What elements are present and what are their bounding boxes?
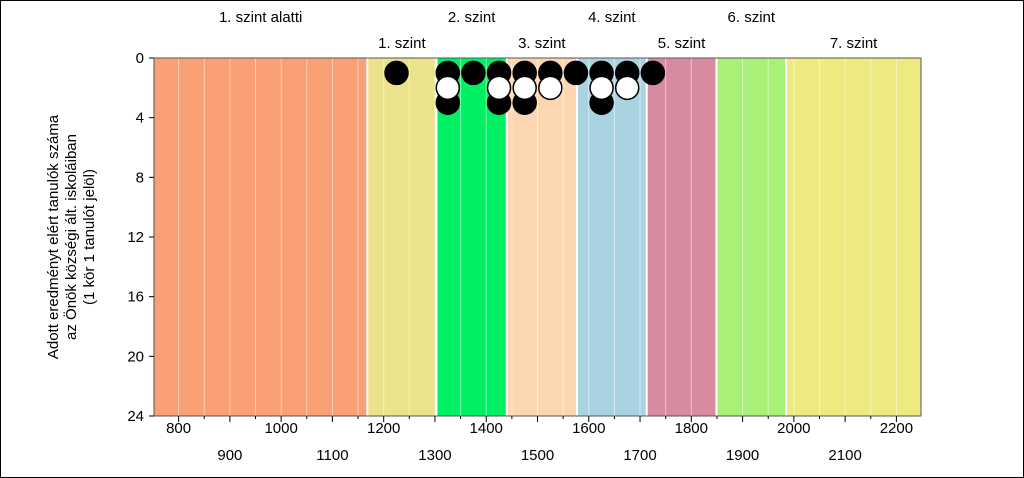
y-tick-label: 8	[136, 169, 144, 186]
x-tick-label: 1700	[623, 447, 656, 464]
student-marker-filled	[461, 60, 486, 86]
student-marker-filled	[563, 60, 589, 86]
x-tick-label: 1300	[418, 447, 451, 464]
level-band	[646, 58, 717, 416]
level-band	[576, 58, 647, 416]
y-axis-label-line: Adott eredményt elért tanulók száma	[45, 114, 62, 359]
x-tick-label: 2100	[828, 447, 861, 464]
x-tick-label: 900	[217, 447, 242, 464]
y-tick-label: 16	[127, 289, 144, 306]
x-axis: 800 1000 1200 1400 1600 1800 2000 2200 900 1100 13…	[166, 416, 913, 464]
level-band	[506, 58, 577, 416]
level-band	[436, 58, 507, 416]
level-band	[154, 58, 368, 416]
data-points	[384, 60, 666, 115]
x-tick-label: 1100	[316, 447, 348, 464]
student-marker-filled	[640, 60, 666, 86]
x-tick-label: 1400	[470, 420, 503, 437]
y-axis-label-line: az Önök községi ált. iskoláiban	[62, 134, 80, 340]
level-label: 7. szint	[830, 35, 878, 52]
x-tick-label: 2000	[777, 420, 810, 437]
student-marker-open	[589, 75, 614, 101]
student-marker-open	[512, 75, 537, 101]
level-band	[716, 58, 787, 416]
student-marker-open	[435, 75, 461, 101]
level-label: 2. szint	[448, 9, 496, 26]
y-tick-label: 24	[127, 408, 144, 425]
student-marker-open	[538, 75, 563, 101]
level-label: 5. szint	[658, 35, 706, 52]
x-tick-label: 1800	[675, 420, 708, 437]
level-label: 1. szint	[378, 35, 426, 52]
level-label: 1. szint alatti	[219, 9, 302, 26]
x-tick-label: 1000	[264, 420, 297, 437]
level-band	[786, 58, 921, 416]
level-label: 3. szint	[518, 35, 566, 52]
level-label: 4. szint	[588, 9, 636, 26]
student-marker-open	[486, 75, 512, 101]
level-bands	[154, 58, 921, 416]
y-tick-label: 0	[136, 50, 144, 67]
x-tick-label: 1500	[521, 447, 554, 464]
x-tick-label: 2200	[880, 420, 913, 437]
level-labels: 1. szint alatti 1. szint 2. szint 3. szint 4…	[219, 9, 878, 52]
student-marker-open	[614, 75, 640, 101]
y-tick-label: 20	[127, 348, 144, 365]
y-tick-label: 12	[127, 229, 144, 246]
x-tick-label: 1200	[367, 420, 400, 437]
x-tick-label: 1600	[572, 420, 605, 437]
level-band	[367, 58, 437, 416]
y-axis-label-line: (1 kör 1 tanulót jelöl)	[81, 169, 98, 305]
x-tick-label: 800	[166, 420, 191, 437]
student-marker-filled	[384, 60, 409, 86]
level-label: 6. szint	[728, 9, 776, 26]
y-axis-label: Adott eredményt elért tanulók számaaz Ön…	[45, 114, 98, 359]
y-tick-label: 4	[136, 110, 144, 127]
y-axis: 0 4 8 12 16 20 24	[127, 50, 154, 425]
x-tick-label: 1900	[726, 447, 759, 464]
